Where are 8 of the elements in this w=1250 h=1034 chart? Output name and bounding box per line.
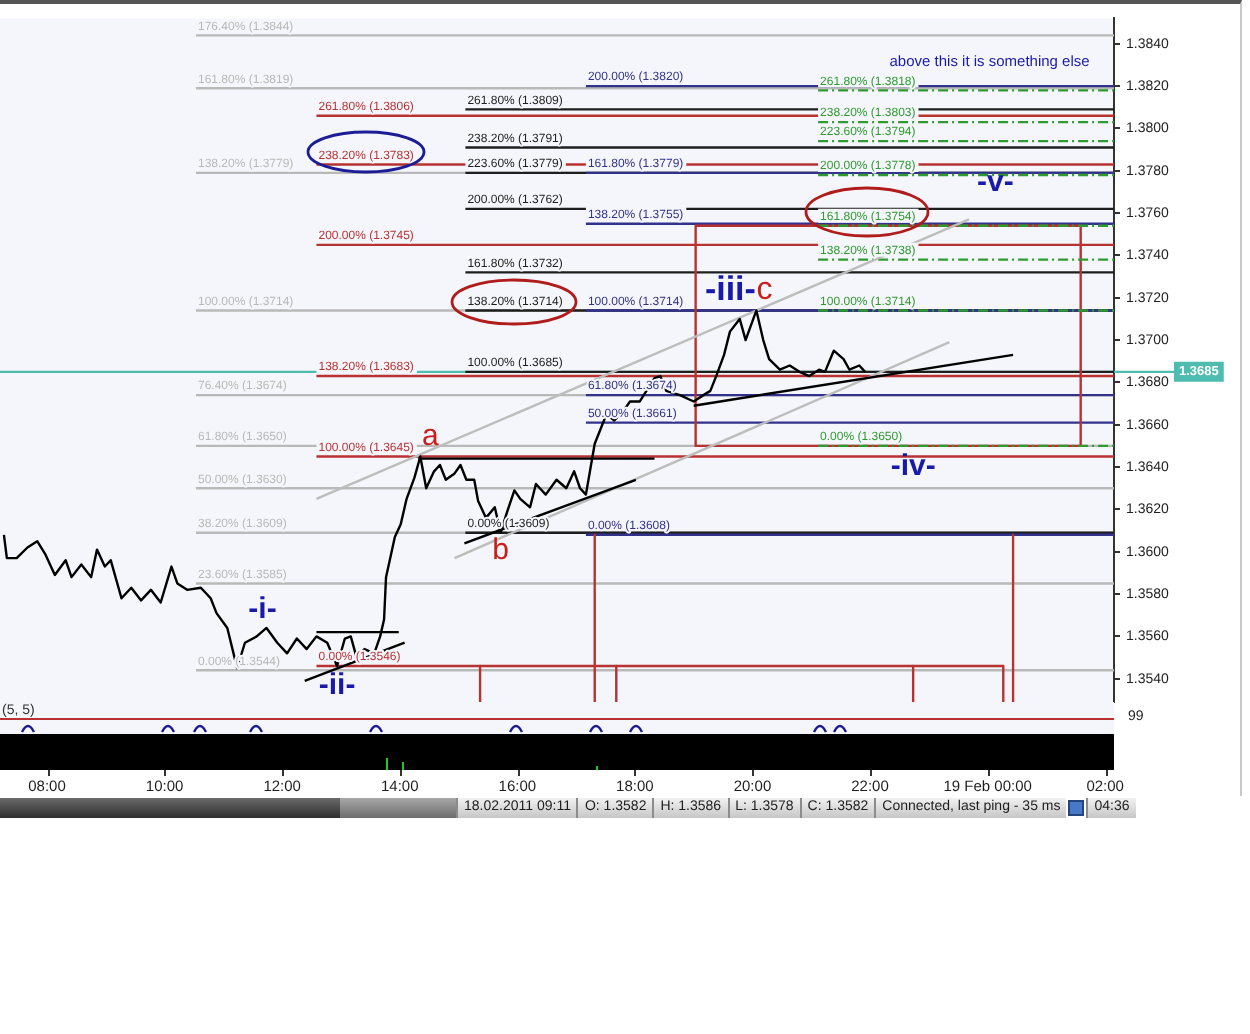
annotation: a xyxy=(421,418,440,453)
annotation: -iv- xyxy=(890,448,936,483)
annotation: -iii- xyxy=(704,269,756,308)
annotation: -i- xyxy=(248,592,277,627)
annotation: -v- xyxy=(977,165,1014,200)
annotation: b xyxy=(492,532,510,567)
annotation: -ii- xyxy=(318,668,356,703)
annotation: c xyxy=(756,273,773,308)
